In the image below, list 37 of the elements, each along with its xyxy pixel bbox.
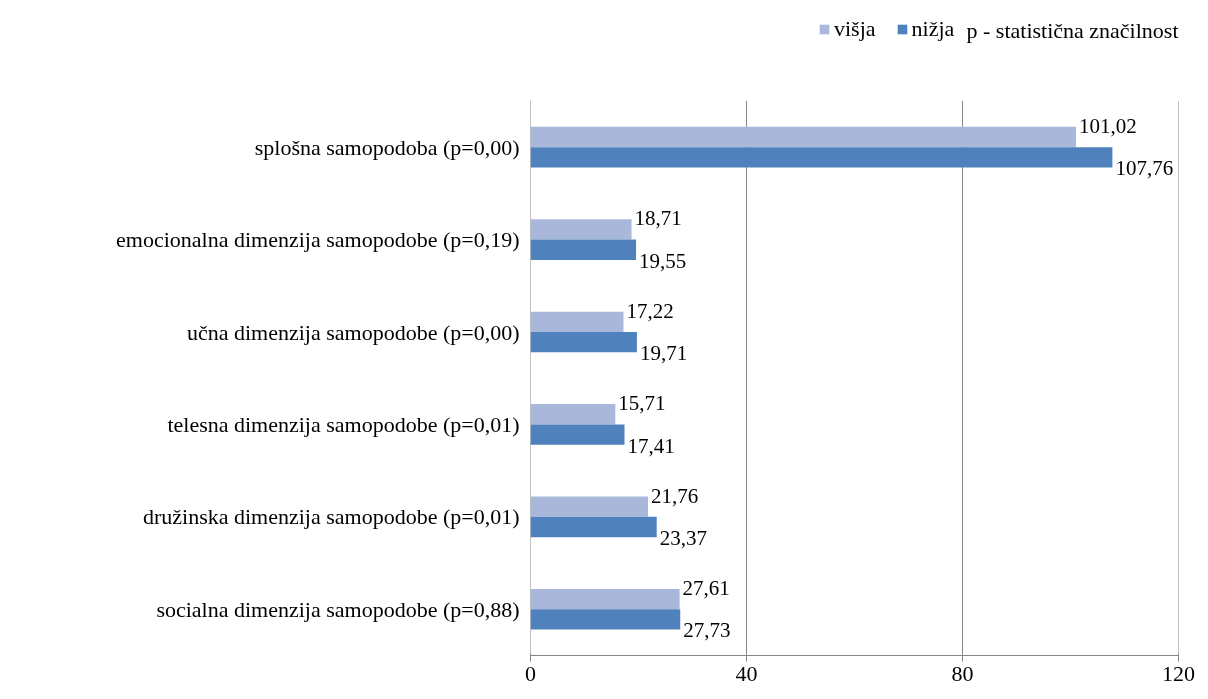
- y-tick-label: splošna samopodoba (p=0,00): [254, 134, 520, 160]
- data-label: 19,55: [639, 248, 687, 273]
- x-tick-label: 80: [951, 660, 974, 686]
- y-tick-label: učna dimenzija samopodobe (p=0,00): [186, 319, 520, 345]
- data-label: 21,76: [651, 483, 699, 508]
- x-tick-label: 120: [1162, 660, 1195, 686]
- data-label: 18,71: [634, 206, 682, 231]
- data-label: 17,41: [627, 433, 675, 458]
- bar: [530, 311, 624, 332]
- legend-label: nižja: [911, 16, 955, 42]
- bar: [530, 516, 657, 538]
- x-tick-label: 0: [525, 660, 536, 686]
- y-tick-label: socialna dimenzija samopodobe (p=0,88): [156, 596, 520, 622]
- y-tick-label: emocionalna dimenzija samopodobe (p=0,19): [116, 227, 520, 253]
- data-label: 107,76: [1115, 156, 1174, 181]
- y-tick-label: telesna dimenzija samopodobe (p=0,01): [167, 411, 520, 437]
- data-label: 23,37: [659, 526, 707, 551]
- data-label: 19,71: [639, 341, 688, 366]
- y-tick-label: družinska dimenzija samopodobe (p=0,01): [142, 504, 520, 530]
- bar: [530, 424, 625, 445]
- bar: [530, 147, 1113, 168]
- bar: [530, 404, 616, 425]
- data-label: 27,61: [682, 576, 730, 601]
- data-label: 101,02: [1079, 113, 1137, 138]
- bar: [530, 496, 648, 517]
- bar: [530, 126, 1077, 148]
- bar: [530, 588, 680, 610]
- bar: [530, 219, 632, 240]
- legend-label: višja: [834, 16, 876, 42]
- x-tick-label: 40: [735, 660, 758, 686]
- data-label: 27,73: [683, 618, 731, 643]
- text: p - statistična značilnost: [966, 17, 1179, 43]
- data-label: 17,22: [626, 298, 674, 323]
- data-label: 15,71: [618, 391, 666, 416]
- bar: [530, 609, 681, 630]
- bar: [530, 239, 637, 260]
- bar: [530, 332, 637, 353]
